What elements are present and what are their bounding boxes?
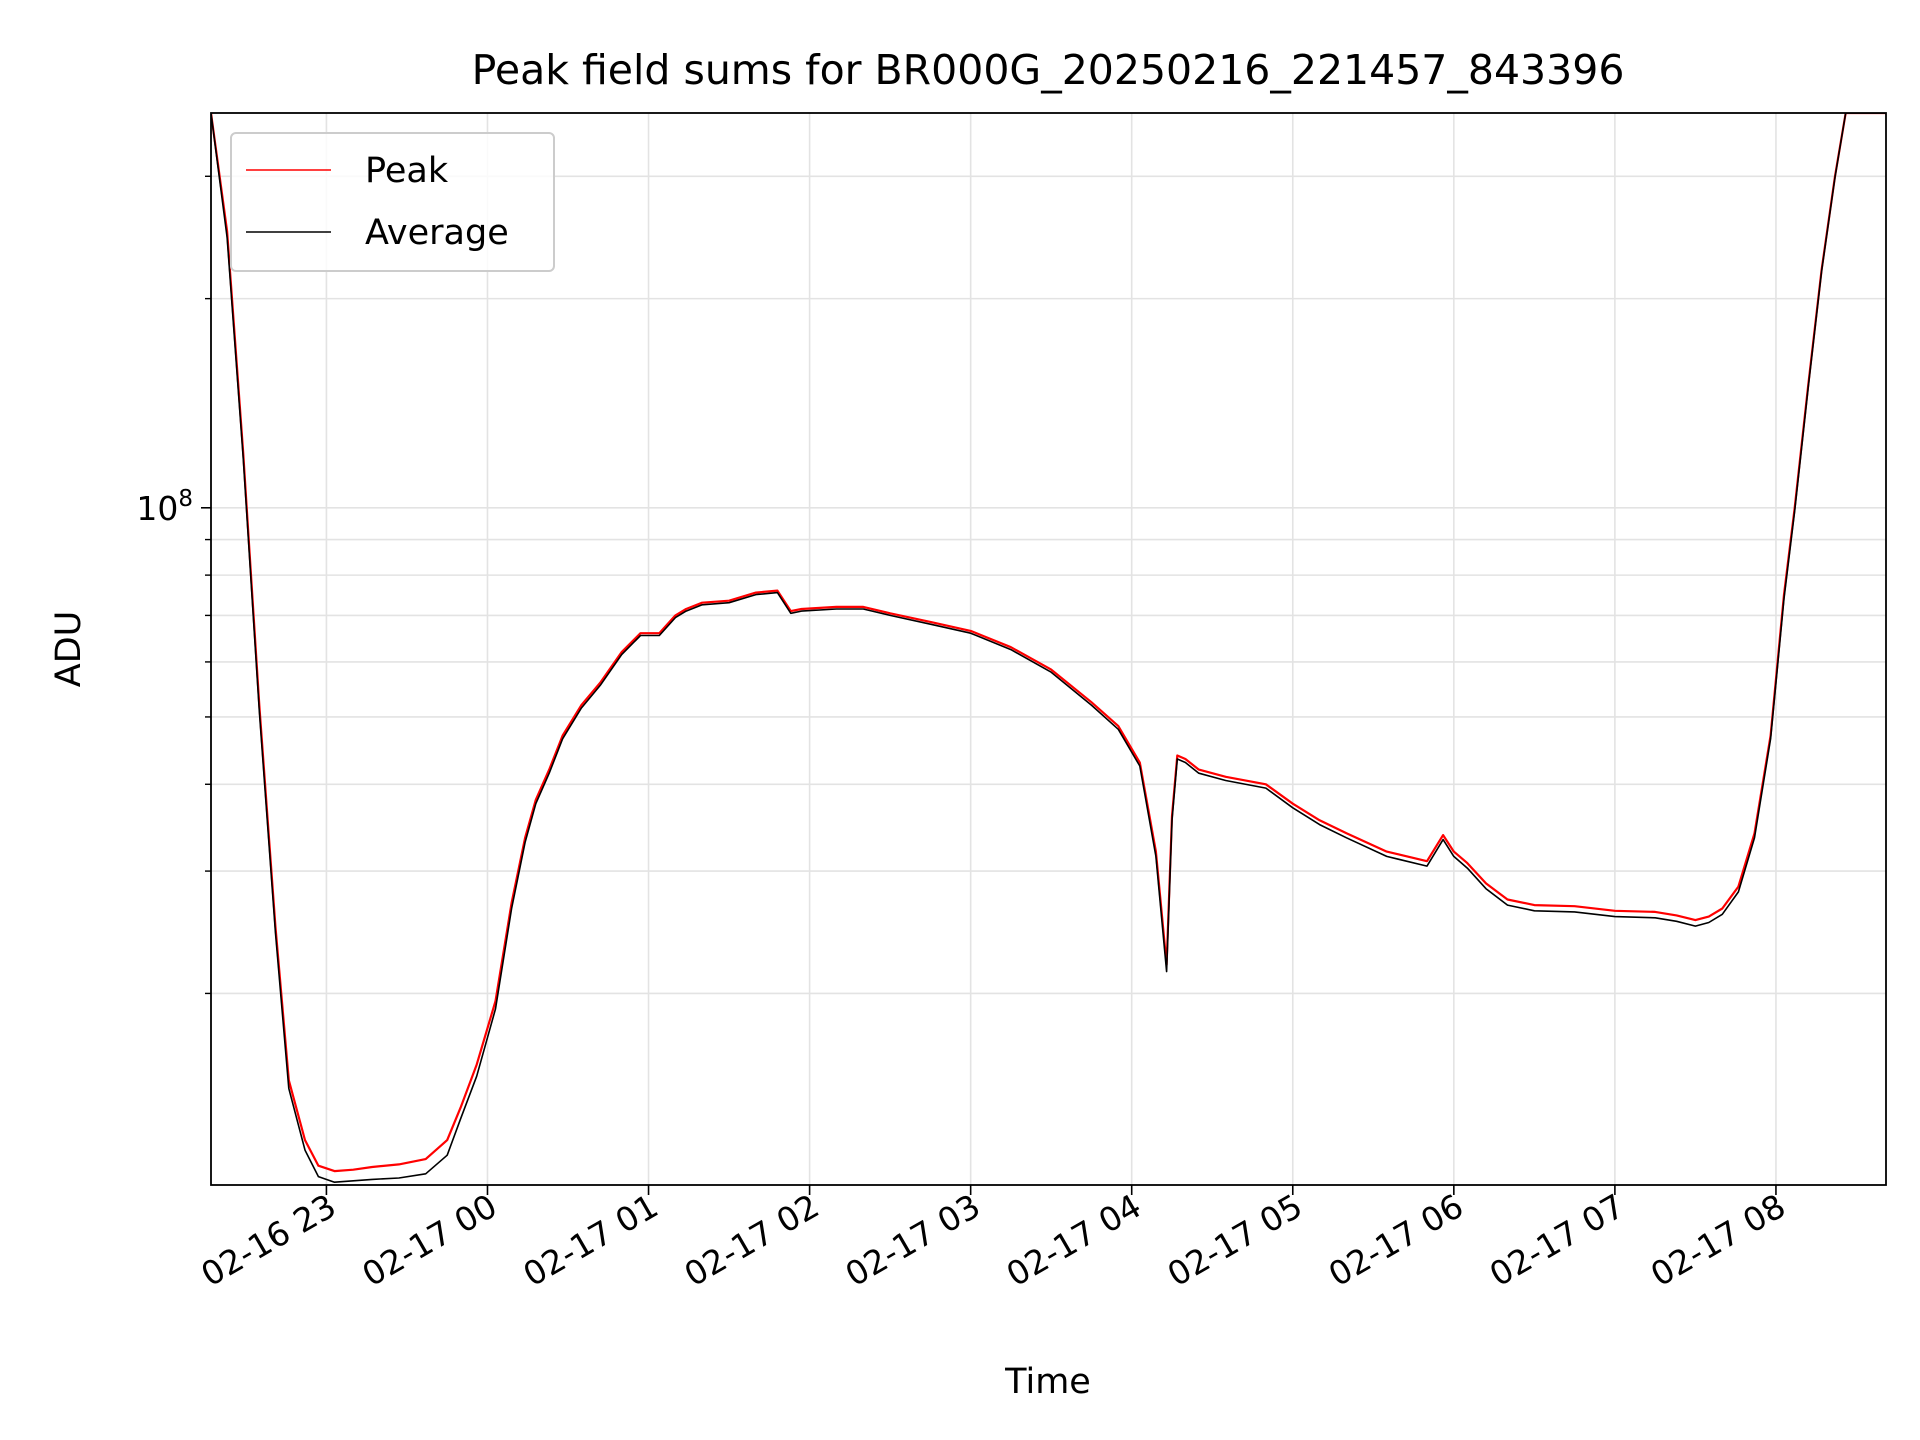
x-tick-label: 02-17 00 bbox=[355, 1186, 503, 1294]
legend-label-peak: Peak bbox=[365, 151, 449, 191]
x-tick-label: 02-17 03 bbox=[839, 1186, 987, 1294]
grid-lines bbox=[211, 113, 1886, 1185]
legend-box bbox=[230, 132, 555, 272]
x-tick-label: 02-17 01 bbox=[517, 1186, 665, 1294]
chart-title: Peak field sums for BR000G_20250216_2214… bbox=[472, 46, 1625, 94]
x-tick-label: 02-17 05 bbox=[1161, 1186, 1309, 1294]
x-axis-label: Time bbox=[1004, 1362, 1091, 1402]
y-axis-label: ADU bbox=[49, 611, 89, 688]
series-layer bbox=[211, 113, 1886, 1183]
x-axis: 02-16 23 02-17 00 02-17 01 02-17 02 02-17 03… bbox=[194, 1185, 1792, 1294]
x-tick-label: 02-17 08 bbox=[1644, 1186, 1792, 1294]
series-line-average bbox=[211, 113, 1886, 1183]
plot-background bbox=[211, 113, 1886, 1185]
y-tick-label: 108 bbox=[136, 486, 193, 528]
y-axis: 108 bbox=[136, 175, 211, 995]
x-tick-label: 02-17 02 bbox=[678, 1186, 826, 1294]
x-tick-label: 02-16 23 bbox=[194, 1186, 342, 1294]
x-tick-label: 02-17 04 bbox=[1000, 1186, 1148, 1294]
x-tick-label: 02-17 06 bbox=[1322, 1186, 1470, 1294]
plot-frame bbox=[210, 112, 1887, 1186]
series-line-peak bbox=[211, 113, 1886, 1173]
legend-label-average: Average bbox=[365, 213, 509, 253]
x-tick-label: 02-17 07 bbox=[1483, 1186, 1631, 1294]
legend: Peak Average bbox=[230, 132, 555, 272]
